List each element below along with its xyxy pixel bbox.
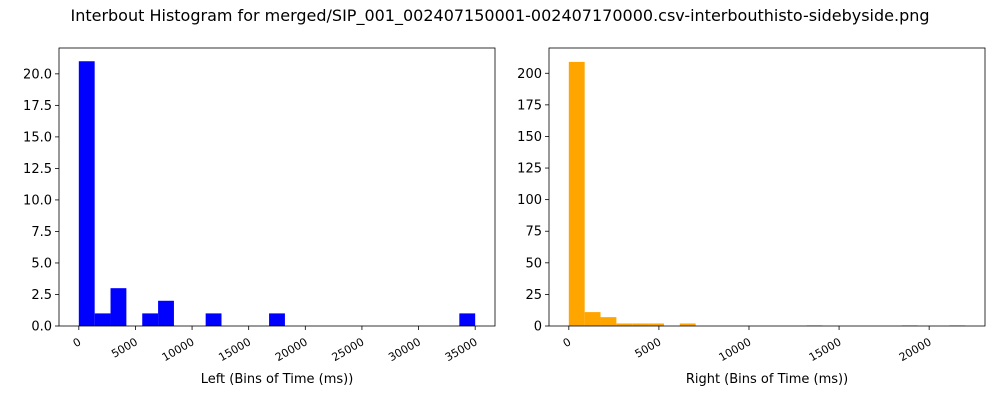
left-x-tick-label: 5000 (109, 335, 140, 360)
left-x-tick-label: 35000 (443, 335, 480, 364)
left-x-tick-label: 10000 (160, 335, 197, 364)
left-histogram-bar (459, 313, 476, 326)
left-y-tick-label: 5.0 (31, 256, 52, 271)
left-x-tick-label: 15000 (216, 335, 253, 364)
right-histogram-bar (679, 323, 696, 326)
left-histogram-bar (94, 313, 111, 326)
left-x-tick-label: 30000 (386, 335, 423, 364)
left-x-tick-label: 25000 (330, 335, 367, 364)
left-y-tick-label: 15.0 (23, 130, 52, 145)
right-y-tick-label: 75 (525, 225, 542, 240)
left-y-tick-label: 0.0 (31, 320, 52, 335)
left-histogram-bar (205, 313, 222, 326)
right-histogram-bar (648, 323, 664, 326)
right-x-tick-label: 15000 (807, 335, 844, 364)
right-x-tick-label: 10000 (717, 335, 754, 364)
left-histogram-bar (110, 288, 127, 326)
left-y-tick-label: 20.0 (23, 67, 52, 82)
figure-title: Interbout Histogram for merged/SIP_001_0… (70, 6, 930, 25)
left-x-tick-label: 20000 (273, 335, 310, 364)
left-histogram-bar (269, 313, 285, 326)
right-y-tick-label: 50 (525, 256, 542, 271)
left-x-axis-label: Left (Bins of Time (ms)) (201, 372, 354, 387)
right-x-axis-label: Right (Bins of Time (ms)) (686, 372, 848, 387)
left-histogram-bar (142, 313, 159, 326)
right-plot-frame (548, 47, 986, 327)
left-histogram-panel: 0.0 2.5 5.0 7.5 10.0 12.5 15.0 17.5 20.0 0 5000 100… (23, 47, 496, 387)
right-histogram-bar (584, 312, 601, 326)
right-y-tick-label: 25 (525, 288, 542, 303)
right-histogram-panel: 0 25 50 75 100 125 150 175 200 0 5000 10000 15000 200… (517, 47, 986, 387)
left-y-tick-label: 10.0 (23, 193, 52, 208)
left-histogram-bar (78, 61, 95, 327)
left-y-tick-label: 2.5 (31, 288, 52, 303)
right-x-tick-label: 20000 (897, 335, 934, 364)
left-x-tick-label: 0 (71, 335, 84, 350)
right-histogram-bar (600, 317, 617, 326)
left-y-tick-label: 7.5 (31, 225, 52, 240)
right-y-tick-label: 150 (517, 130, 542, 145)
right-y-tick-label: 100 (517, 193, 542, 208)
right-histogram-bar (632, 323, 649, 326)
right-x-tick-label: 0 (561, 335, 574, 350)
right-y-tick-label: 175 (517, 98, 542, 113)
left-y-tick-label: 17.5 (23, 99, 52, 114)
right-histogram-bar (568, 61, 585, 327)
right-y-tick-label: 0 (534, 320, 542, 335)
right-histogram-bar (616, 323, 633, 326)
left-y-tick-label: 12.5 (23, 162, 52, 177)
left-plot-frame (58, 47, 496, 327)
right-y-tick-label: 125 (517, 162, 542, 177)
right-x-tick-label: 5000 (633, 335, 664, 360)
right-y-tick-label: 200 (517, 67, 542, 82)
left-histogram-bar (158, 300, 174, 326)
